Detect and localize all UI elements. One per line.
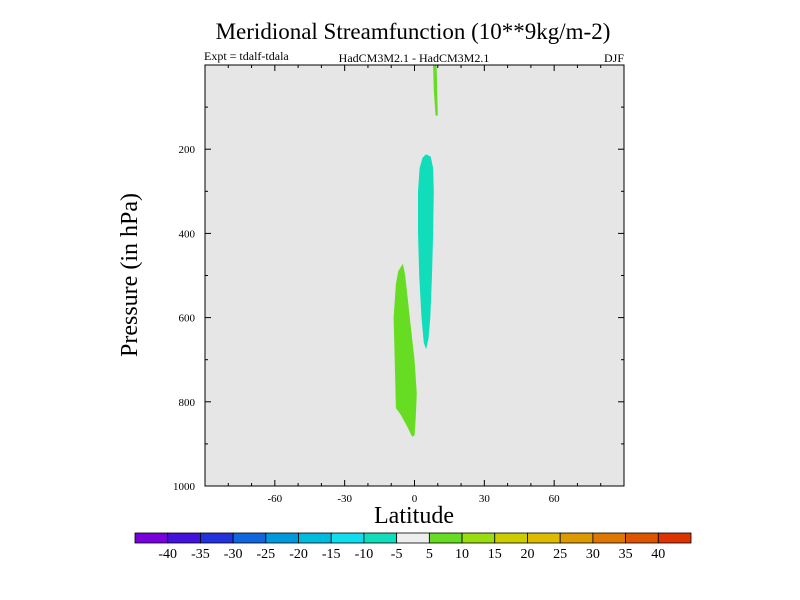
colorbar-label: -10 xyxy=(355,547,374,562)
colorbar-swatch xyxy=(494,532,528,544)
colorbar-label: -40 xyxy=(158,547,177,562)
colorbar-swatch xyxy=(657,532,692,544)
y-tick-label: 800 xyxy=(179,397,196,409)
model-comparison-label: HadCM3M2.1 - HadCM3M2.1 xyxy=(339,51,490,65)
axis-ticks: -60 -30 0 30 60 200 400 600 800 1000 xyxy=(173,65,625,505)
colorbar-label: -5 xyxy=(391,547,403,562)
colorbar-swatch xyxy=(625,532,659,544)
colorbar-swatch xyxy=(330,532,365,544)
colorbar-label: 10 xyxy=(455,547,469,562)
colorbar-swatch xyxy=(527,532,561,544)
contour-regions xyxy=(393,65,438,437)
colorbar-swatch xyxy=(200,532,234,544)
colorbar-label: -35 xyxy=(191,547,210,562)
x-tick-label: -60 xyxy=(267,493,282,505)
colorbar-swatch xyxy=(363,532,398,544)
x-tick-label: 30 xyxy=(479,493,491,505)
colorbar-label: 20 xyxy=(520,547,534,562)
colorbar-swatch xyxy=(559,532,594,544)
x-tick-label: 60 xyxy=(549,493,561,505)
colorbar-label: -15 xyxy=(322,547,341,562)
x-tick-label: 0 xyxy=(412,493,418,505)
y-tick-label: 200 xyxy=(179,144,196,156)
season-label: DJF xyxy=(604,51,624,65)
colorbar-label: -20 xyxy=(289,547,308,562)
colorbar-swatch xyxy=(428,532,463,544)
y-axis-label: Pressure (in hPa) xyxy=(117,193,143,357)
colorbar-swatch xyxy=(232,532,267,544)
contour-region-negative-lobe-mid xyxy=(418,154,434,350)
colorbar-label: -25 xyxy=(256,547,275,562)
colorbar-label: -30 xyxy=(224,547,243,562)
colorbar: -40 -35 -30 -25 -20 -15 -10 -5 5 10 15 20 25 30 35 40 xyxy=(134,532,692,562)
y-tick-label: 1000 xyxy=(173,481,196,493)
chart-title: Meridional Streamfunction (10**9kg/m-2) xyxy=(216,19,611,44)
experiment-label: Expt = tdalf-tdala xyxy=(204,49,289,63)
contour-region-positive-lobe-lower xyxy=(393,263,417,437)
colorbar-label: 25 xyxy=(553,547,567,562)
colorbar-label: 35 xyxy=(619,547,633,562)
x-tick-label: -30 xyxy=(337,493,352,505)
colorbar-swatch xyxy=(167,532,201,544)
colorbar-swatch xyxy=(134,532,169,544)
colorbar-swatch xyxy=(592,532,626,544)
x-axis-label: Latitude xyxy=(374,503,454,529)
colorbar-swatch xyxy=(396,532,430,544)
y-tick-label: 600 xyxy=(179,313,196,325)
colorbar-label: 5 xyxy=(426,547,433,562)
colorbar-label: 30 xyxy=(586,547,600,562)
colorbar-swatch xyxy=(298,532,332,544)
contour-region-positive-lobe-upper xyxy=(433,65,438,116)
colorbar-swatch xyxy=(265,532,299,544)
colorbar-swatch xyxy=(461,532,496,544)
colorbar-label: 40 xyxy=(651,547,665,562)
y-tick-label: 400 xyxy=(179,228,196,240)
colorbar-label: 15 xyxy=(488,547,502,562)
